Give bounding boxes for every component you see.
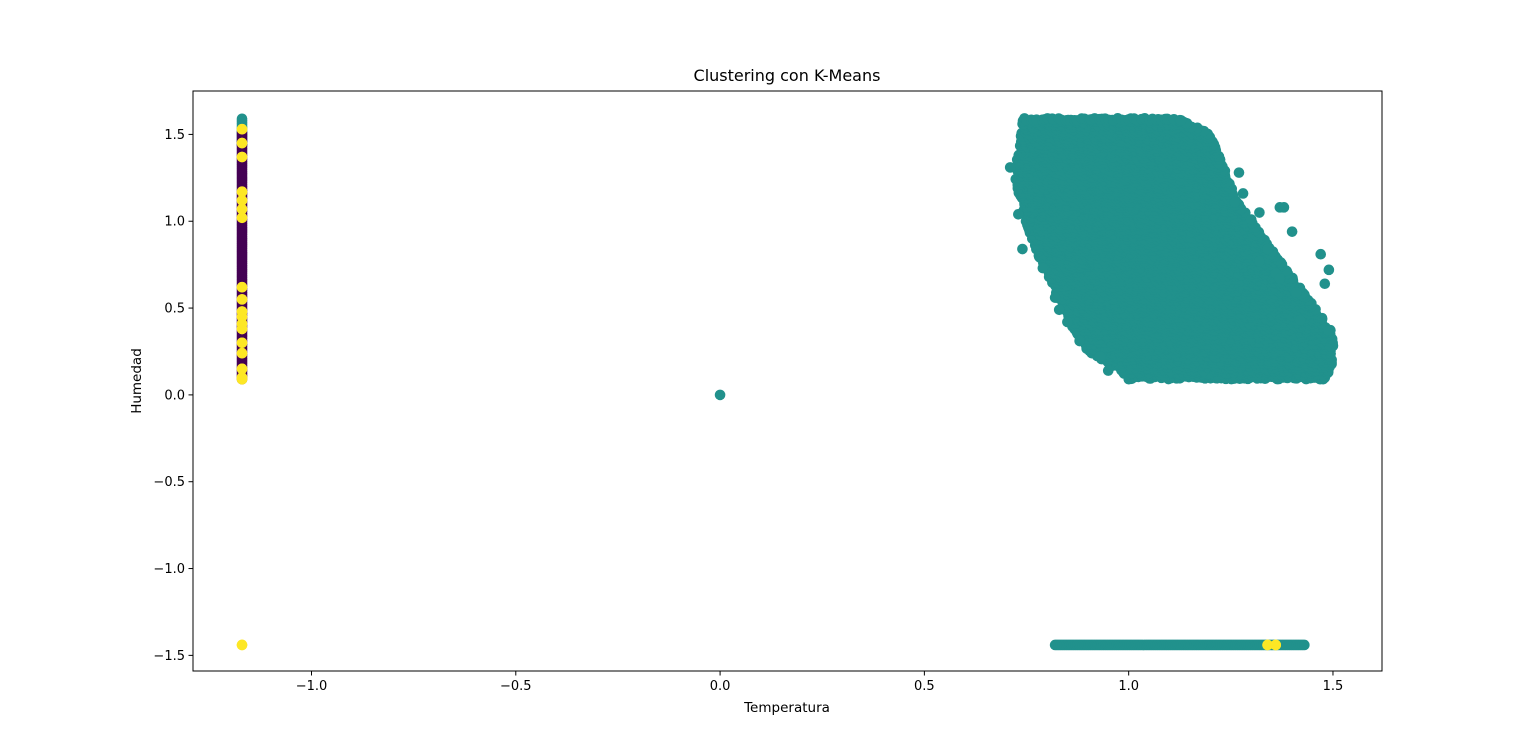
chart-title: Clustering con K-Means — [694, 66, 881, 85]
cluster-point — [714, 389, 726, 401]
points-layer — [236, 113, 1339, 651]
cluster-point — [236, 113, 248, 125]
